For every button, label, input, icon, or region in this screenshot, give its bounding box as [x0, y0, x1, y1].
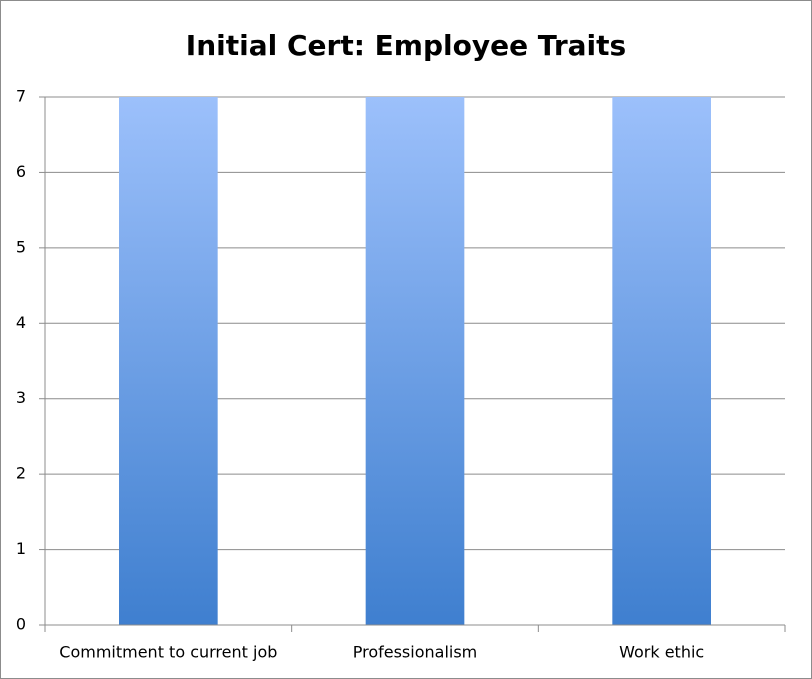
chart-title: Initial Cert: Employee Traits	[186, 29, 626, 62]
y-tick-label: 3	[16, 388, 26, 407]
x-tick-label: Commitment to current job	[59, 643, 277, 662]
x-tick-label: Work ethic	[619, 643, 704, 662]
y-tick-label: 0	[16, 615, 26, 634]
y-tick-label: 6	[16, 162, 26, 181]
y-tick-label: 7	[16, 87, 26, 106]
y-tick-label: 4	[16, 313, 26, 332]
bar	[365, 97, 465, 625]
bar	[612, 97, 711, 625]
y-tick-label: 5	[16, 237, 26, 256]
bar	[119, 97, 218, 625]
y-tick-label: 2	[16, 464, 26, 483]
x-tick-label: Professionalism	[353, 643, 478, 662]
y-tick-label: 1	[16, 539, 26, 558]
